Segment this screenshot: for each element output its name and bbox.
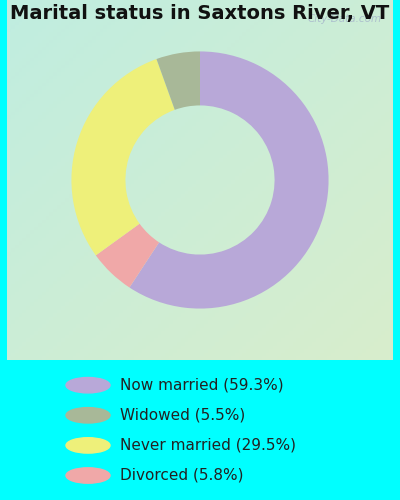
Text: Now married (59.3%): Now married (59.3%) <box>120 378 284 392</box>
Circle shape <box>66 378 110 393</box>
Circle shape <box>66 438 110 453</box>
Text: Widowed (5.5%): Widowed (5.5%) <box>120 408 245 423</box>
Circle shape <box>66 408 110 423</box>
Text: Divorced (5.8%): Divorced (5.8%) <box>120 468 244 483</box>
Circle shape <box>66 468 110 483</box>
Wedge shape <box>96 224 159 288</box>
Wedge shape <box>72 59 175 256</box>
Text: Marital status in Saxtons River, VT: Marital status in Saxtons River, VT <box>10 4 390 22</box>
Text: City-Data.com: City-Data.com <box>307 14 381 24</box>
Wedge shape <box>130 52 328 308</box>
Text: Never married (29.5%): Never married (29.5%) <box>120 438 296 453</box>
Wedge shape <box>156 52 200 110</box>
